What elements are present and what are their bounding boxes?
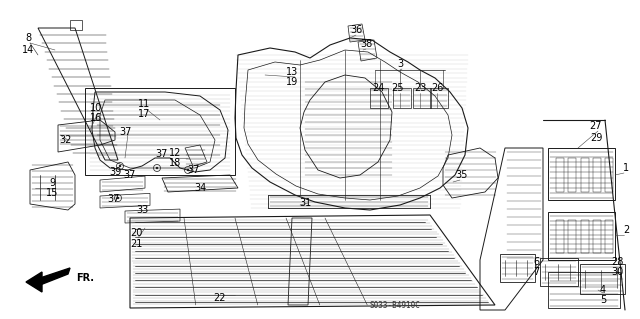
Text: 35: 35 [455, 170, 467, 180]
Text: 11: 11 [138, 99, 150, 109]
Polygon shape [556, 158, 564, 192]
Text: 25: 25 [392, 83, 404, 93]
Polygon shape [593, 158, 601, 192]
Polygon shape [40, 268, 70, 285]
Text: 15: 15 [46, 188, 58, 198]
Text: 3: 3 [397, 59, 403, 69]
Text: 16: 16 [90, 113, 102, 123]
Text: 5: 5 [600, 295, 606, 305]
Polygon shape [593, 220, 601, 253]
Text: 34: 34 [194, 183, 206, 193]
Text: 37: 37 [107, 194, 119, 204]
Text: 32: 32 [60, 135, 72, 145]
Polygon shape [556, 220, 564, 253]
Polygon shape [605, 158, 613, 192]
Text: 7: 7 [533, 267, 539, 277]
Text: 8: 8 [25, 33, 31, 43]
Polygon shape [568, 158, 576, 192]
Text: FR.: FR. [76, 273, 94, 283]
Text: 24: 24 [372, 83, 384, 93]
Text: 20: 20 [130, 228, 142, 238]
Text: 21: 21 [130, 239, 142, 249]
Text: 9: 9 [49, 178, 55, 188]
Circle shape [116, 197, 119, 199]
Polygon shape [605, 220, 613, 253]
Text: 37: 37 [124, 170, 136, 180]
Text: 12: 12 [169, 148, 181, 158]
Text: 6: 6 [533, 257, 539, 267]
Text: S033-B4910C: S033-B4910C [369, 301, 420, 310]
Text: 28: 28 [611, 257, 623, 267]
Text: 31: 31 [299, 198, 311, 208]
Polygon shape [580, 220, 589, 253]
Text: 1: 1 [623, 163, 629, 173]
Text: 17: 17 [138, 109, 150, 119]
Text: 29: 29 [590, 133, 602, 143]
Polygon shape [580, 158, 589, 192]
Text: 38: 38 [360, 39, 372, 49]
Text: 4: 4 [600, 285, 606, 295]
Text: 26: 26 [431, 83, 443, 93]
Text: 37: 37 [120, 127, 132, 137]
Text: 33: 33 [136, 205, 148, 215]
Text: 23: 23 [414, 83, 426, 93]
Polygon shape [568, 220, 576, 253]
Circle shape [187, 169, 189, 171]
Text: 27: 27 [589, 121, 602, 131]
Text: 13: 13 [286, 67, 298, 77]
Text: 36: 36 [350, 25, 362, 35]
Text: 39: 39 [109, 167, 121, 177]
Polygon shape [26, 272, 42, 292]
Text: 37: 37 [155, 149, 167, 159]
Text: 14: 14 [22, 45, 34, 55]
Text: 30: 30 [611, 267, 623, 277]
Text: 22: 22 [212, 293, 225, 303]
Text: 10: 10 [90, 103, 102, 113]
Text: 18: 18 [169, 158, 181, 168]
Text: 19: 19 [286, 77, 298, 87]
Text: 37: 37 [187, 165, 199, 175]
Circle shape [119, 165, 121, 167]
Text: 2: 2 [623, 225, 629, 235]
Circle shape [156, 167, 158, 169]
